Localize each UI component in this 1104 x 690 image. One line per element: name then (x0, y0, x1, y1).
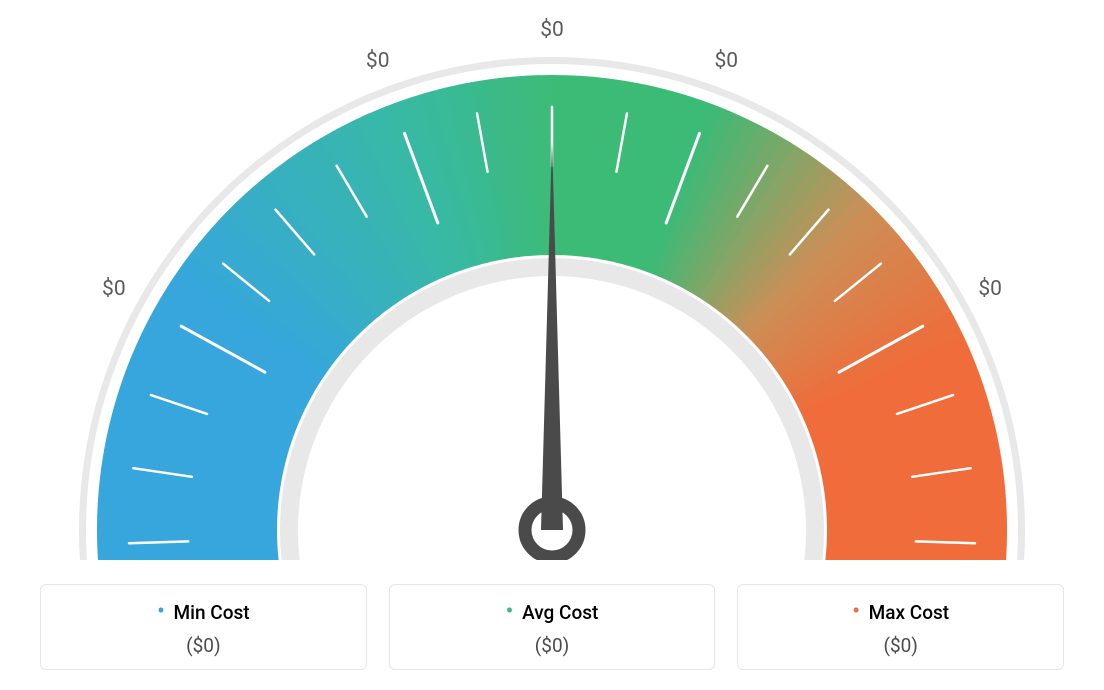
gauge-tick-label: $0 (540, 18, 564, 42)
gauge-tick-label: $0 (714, 49, 738, 73)
gauge-tick-label: $0 (978, 277, 1002, 301)
legend-value-max: ($0) (748, 634, 1053, 657)
legend-label-max: Max Cost (869, 601, 949, 624)
legend-label-min: Min Cost (174, 601, 250, 624)
legend-card-max: • Max Cost ($0) (737, 584, 1064, 670)
legend-title-max: • Max Cost (748, 599, 1053, 624)
legend-value-avg: ($0) (400, 634, 705, 657)
gauge-tick-label: $0 (102, 277, 126, 301)
legend-title-min: • Min Cost (51, 599, 356, 624)
legend-card-avg: • Avg Cost ($0) (389, 584, 716, 670)
cost-gauge-container: $0$0$0$0$0$0$0 • Min Cost ($0) • Avg Cos… (0, 0, 1104, 690)
legend-label-avg: Avg Cost (522, 601, 598, 624)
legend-dot-avg: • (506, 599, 514, 624)
legend-dot-max: • (852, 599, 860, 624)
legend-card-min: • Min Cost ($0) (40, 584, 367, 670)
legend-title-avg: • Avg Cost (400, 599, 705, 624)
legend-value-min: ($0) (51, 634, 356, 657)
gauge-chart: $0$0$0$0$0$0$0 (0, 0, 1104, 560)
legend-row: • Min Cost ($0) • Avg Cost ($0) • Max Co… (40, 584, 1064, 670)
legend-dot-min: • (157, 599, 165, 624)
gauge-tick-label: $0 (366, 49, 390, 73)
gauge-svg (0, 0, 1104, 560)
